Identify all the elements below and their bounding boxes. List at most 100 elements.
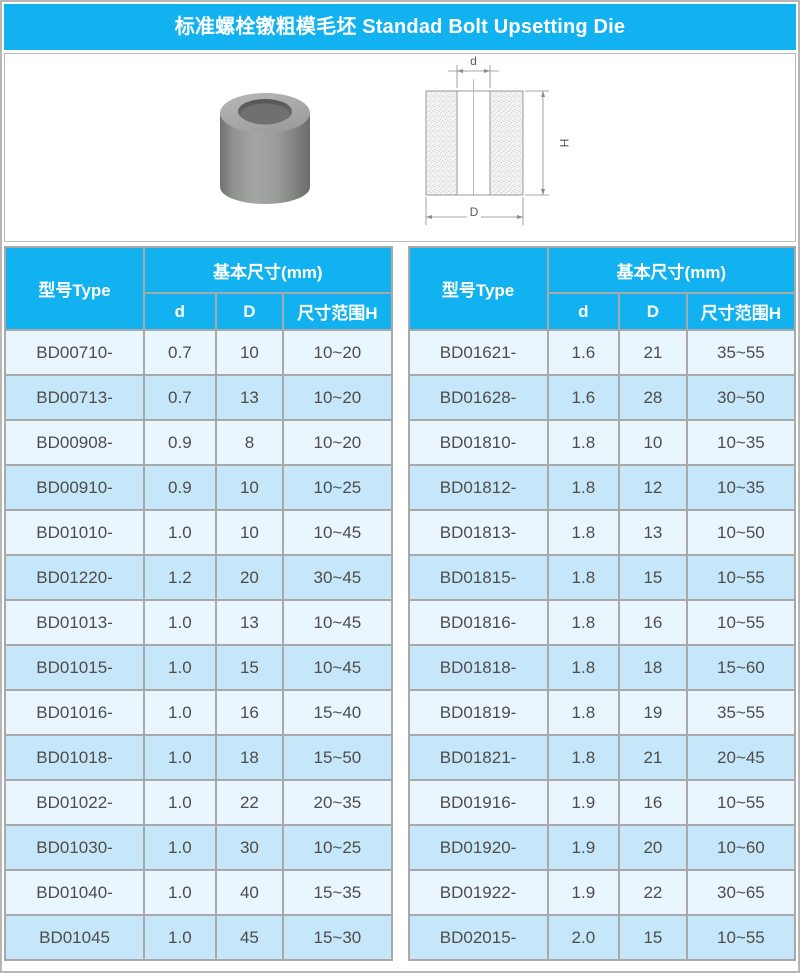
table-row: BD01022- 1.0 22 20~35 xyxy=(3,779,393,826)
cell-d: 2.0 xyxy=(546,914,621,961)
cell-D: 19 xyxy=(618,689,688,736)
cell-h-range: 10~35 xyxy=(685,419,797,466)
cell-d: 0.7 xyxy=(143,374,217,421)
cell-type: BD01621- xyxy=(407,329,549,376)
cell-d: 0.7 xyxy=(143,329,217,376)
cell-D: 10 xyxy=(214,509,285,556)
cell-D: 18 xyxy=(214,734,285,781)
cell-h-range: 10~45 xyxy=(282,599,393,646)
dim-label-d: d xyxy=(470,55,477,68)
cell-h-range: 15~60 xyxy=(685,644,797,691)
table-row: BD02015- 2.0 15 10~55 xyxy=(407,914,797,961)
table-row: BD01818- 1.8 18 15~60 xyxy=(407,644,797,691)
table-row: BD01813- 1.8 13 10~50 xyxy=(407,509,797,556)
cell-d: 1.0 xyxy=(143,779,217,826)
cell-D: 45 xyxy=(214,914,285,961)
cell-D: 16 xyxy=(214,689,285,736)
cell-D: 13 xyxy=(214,599,285,646)
table-row: BD01816- 1.8 16 10~55 xyxy=(407,599,797,646)
cell-type: BD01810- xyxy=(407,419,549,466)
cell-type: BD01013- xyxy=(3,599,146,646)
cell-h-range: 10~25 xyxy=(282,824,393,871)
cell-d: 1.6 xyxy=(546,329,621,376)
cell-type: BD01922- xyxy=(407,869,549,916)
cell-h-range: 30~65 xyxy=(685,869,797,916)
cell-type: BD01018- xyxy=(3,734,146,781)
header-D: D xyxy=(214,292,285,331)
cell-type: BD00908- xyxy=(3,419,146,466)
table-row: BD01016- 1.0 16 15~40 xyxy=(3,689,393,736)
cell-type: BD00713- xyxy=(3,374,146,421)
cell-h-range: 10~45 xyxy=(282,644,393,691)
header-type: 型号Type xyxy=(407,246,549,331)
cell-D: 30 xyxy=(214,824,285,871)
cell-d: 1.0 xyxy=(143,869,217,916)
cell-h-range: 10~50 xyxy=(685,509,797,556)
table-row: BD01819- 1.8 19 35~55 xyxy=(407,689,797,736)
spec-table-right: 型号Type 基本尺寸(mm) d D 尺寸范围H BD01621- 1.6 21 3… xyxy=(407,246,797,961)
table-row: BD01922- 1.9 22 30~65 xyxy=(407,869,797,916)
table-row: BD01013- 1.0 13 10~45 xyxy=(3,599,393,646)
figure-panel: d H D xyxy=(4,53,796,242)
cell-type: BD01821- xyxy=(407,734,549,781)
cell-d: 1.0 xyxy=(143,689,217,736)
cell-D: 18 xyxy=(618,644,688,691)
table-row: BD01045 1.0 45 15~30 xyxy=(3,914,393,961)
page-title: 标准螺栓镦粗模毛坯 Standad Bolt Upsetting Die xyxy=(4,4,796,50)
header-D: D xyxy=(618,292,688,331)
table-row: BD01916- 1.9 16 10~55 xyxy=(407,779,797,826)
cell-D: 22 xyxy=(618,869,688,916)
cell-h-range: 10~45 xyxy=(282,509,393,556)
table-row: BD01621- 1.6 21 35~55 xyxy=(407,329,797,376)
cell-type: BD01816- xyxy=(407,599,549,646)
cell-type: BD01920- xyxy=(407,824,549,871)
cell-D: 10 xyxy=(214,464,285,511)
cell-D: 21 xyxy=(618,734,688,781)
table-row: BD01010- 1.0 10 10~45 xyxy=(3,509,393,556)
cell-h-range: 35~55 xyxy=(685,689,797,736)
cell-D: 16 xyxy=(618,599,688,646)
cell-h-range: 10~55 xyxy=(685,599,797,646)
cell-d: 1.8 xyxy=(546,689,621,736)
table-row: BD01628- 1.6 28 30~50 xyxy=(407,374,797,421)
table-row: BD00710- 0.7 10 10~20 xyxy=(3,329,393,376)
cell-h-range: 10~20 xyxy=(282,419,393,466)
cell-type: BD01813- xyxy=(407,509,549,556)
header-d: d xyxy=(546,292,621,331)
table-row: BD01030- 1.0 30 10~25 xyxy=(3,824,393,871)
cell-type: BD01016- xyxy=(3,689,146,736)
cell-type: BD01015- xyxy=(3,644,146,691)
cell-d: 1.8 xyxy=(546,419,621,466)
table-row: BD01821- 1.8 21 20~45 xyxy=(407,734,797,781)
cell-h-range: 30~50 xyxy=(685,374,797,421)
table-row: BD00713- 0.7 13 10~20 xyxy=(3,374,393,421)
cell-h-range: 10~55 xyxy=(685,914,797,961)
table-row: BD01812- 1.8 12 10~35 xyxy=(407,464,797,511)
table-body-left: BD00710- 0.7 10 10~20 BD00713- 0.7 13 10~20 BD00… xyxy=(3,329,393,961)
cell-type: BD00910- xyxy=(3,464,146,511)
cell-d: 1.0 xyxy=(143,599,217,646)
cell-d: 1.0 xyxy=(143,644,217,691)
dim-label-h: H xyxy=(557,139,571,148)
cell-type: BD01040- xyxy=(3,869,146,916)
cell-h-range: 10~55 xyxy=(685,554,797,601)
cell-h-range: 30~45 xyxy=(282,554,393,601)
cell-type: BD01045 xyxy=(3,914,146,961)
cell-type: BD01628- xyxy=(407,374,549,421)
dim-label-D: D xyxy=(469,205,478,219)
cell-d: 1.9 xyxy=(546,869,621,916)
cell-D: 13 xyxy=(214,374,285,421)
cell-D: 15 xyxy=(618,554,688,601)
cell-h-range: 20~45 xyxy=(685,734,797,781)
cell-d: 1.8 xyxy=(546,464,621,511)
cell-type: BD01818- xyxy=(407,644,549,691)
cell-type: BD01812- xyxy=(407,464,549,511)
cell-h-range: 10~20 xyxy=(282,329,393,376)
cell-D: 10 xyxy=(214,329,285,376)
cell-d: 0.9 xyxy=(143,419,217,466)
cell-d: 1.9 xyxy=(546,779,621,826)
cell-h-range: 10~60 xyxy=(685,824,797,871)
cell-d: 1.9 xyxy=(546,824,621,871)
cell-h-range: 35~55 xyxy=(685,329,797,376)
table-body-right: BD01621- 1.6 21 35~55 BD01628- 1.6 28 30~50 BD01… xyxy=(407,329,797,961)
